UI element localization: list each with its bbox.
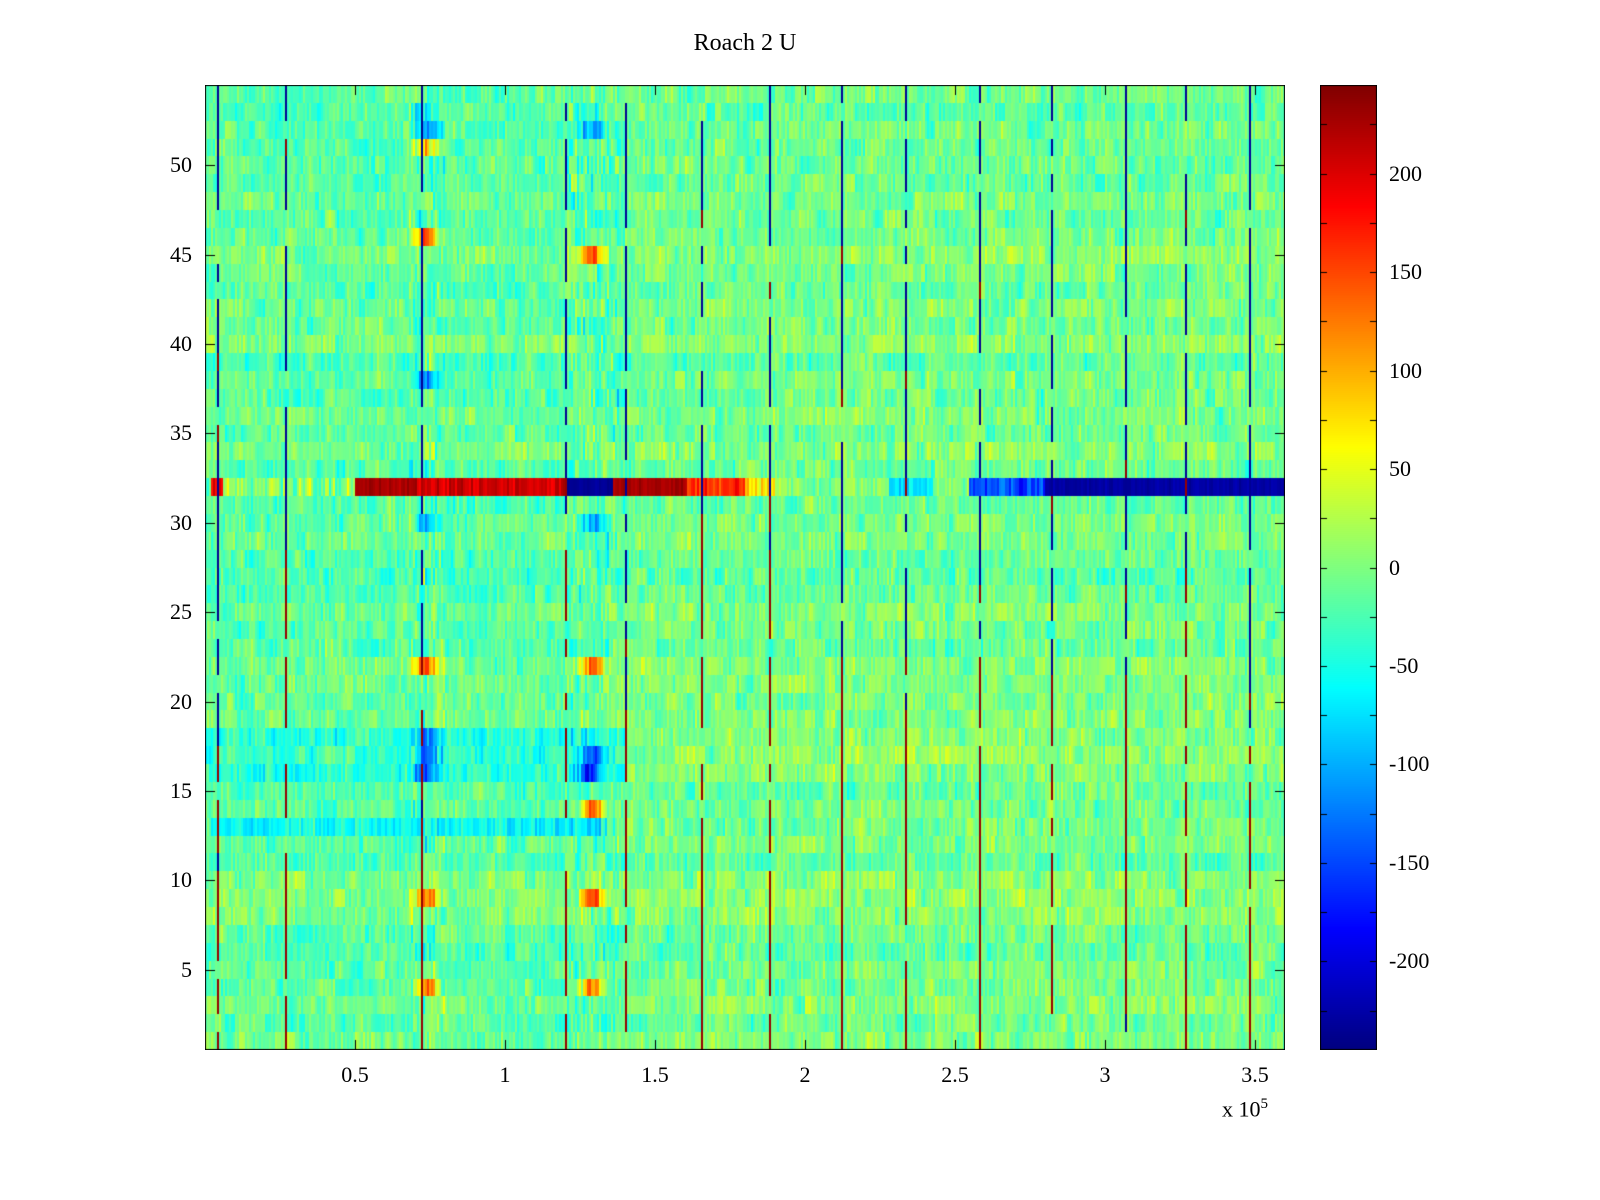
- colorbar-tick-label: -150: [1389, 849, 1430, 875]
- y-tick-label: 30: [170, 509, 192, 535]
- colorbar-tick-label: -200: [1389, 948, 1430, 974]
- y-tick-label: 35: [170, 420, 192, 446]
- heatmap-canvas: [205, 85, 1285, 1050]
- x-tick-label: 2.5: [941, 1062, 969, 1087]
- colorbar-tick-label: -50: [1389, 652, 1419, 678]
- y-tick-label: 40: [170, 331, 192, 357]
- y-tick-label: 15: [170, 777, 192, 803]
- x-exponent-prefix: x 10: [1222, 1096, 1261, 1122]
- colorbar-tick-label: 50: [1389, 456, 1411, 482]
- y-tick-label: 25: [170, 599, 192, 625]
- y-tick-label: 45: [170, 241, 192, 267]
- y-tick-label: 10: [170, 867, 192, 893]
- x-tick-label: 3: [1099, 1062, 1111, 1087]
- colorbar-tick-label: -100: [1389, 751, 1430, 777]
- x-tick-label: 3.5: [1241, 1062, 1269, 1087]
- colorbar-tick-label: 200: [1389, 160, 1422, 186]
- colorbar-tick-label: 150: [1389, 259, 1422, 285]
- x-axis-exponent-label: x 105: [1222, 1096, 1268, 1122]
- y-tick-label: 50: [170, 152, 192, 178]
- x-tick-label: 1: [499, 1062, 511, 1087]
- colorbar-tick-label: 0: [1389, 554, 1400, 580]
- colorbar-tick-label: 100: [1389, 357, 1422, 383]
- colorbar-canvas: [1320, 85, 1377, 1050]
- x-tick-label: 0.5: [341, 1062, 369, 1087]
- y-tick-label: 5: [181, 956, 192, 982]
- x-tick-label: 2: [799, 1062, 811, 1087]
- chart-title: Roach 2 U: [693, 30, 797, 56]
- y-tick-label: 20: [170, 688, 192, 714]
- x-tick-label: 1.5: [641, 1062, 669, 1087]
- x-exponent-value: 5: [1260, 1096, 1269, 1112]
